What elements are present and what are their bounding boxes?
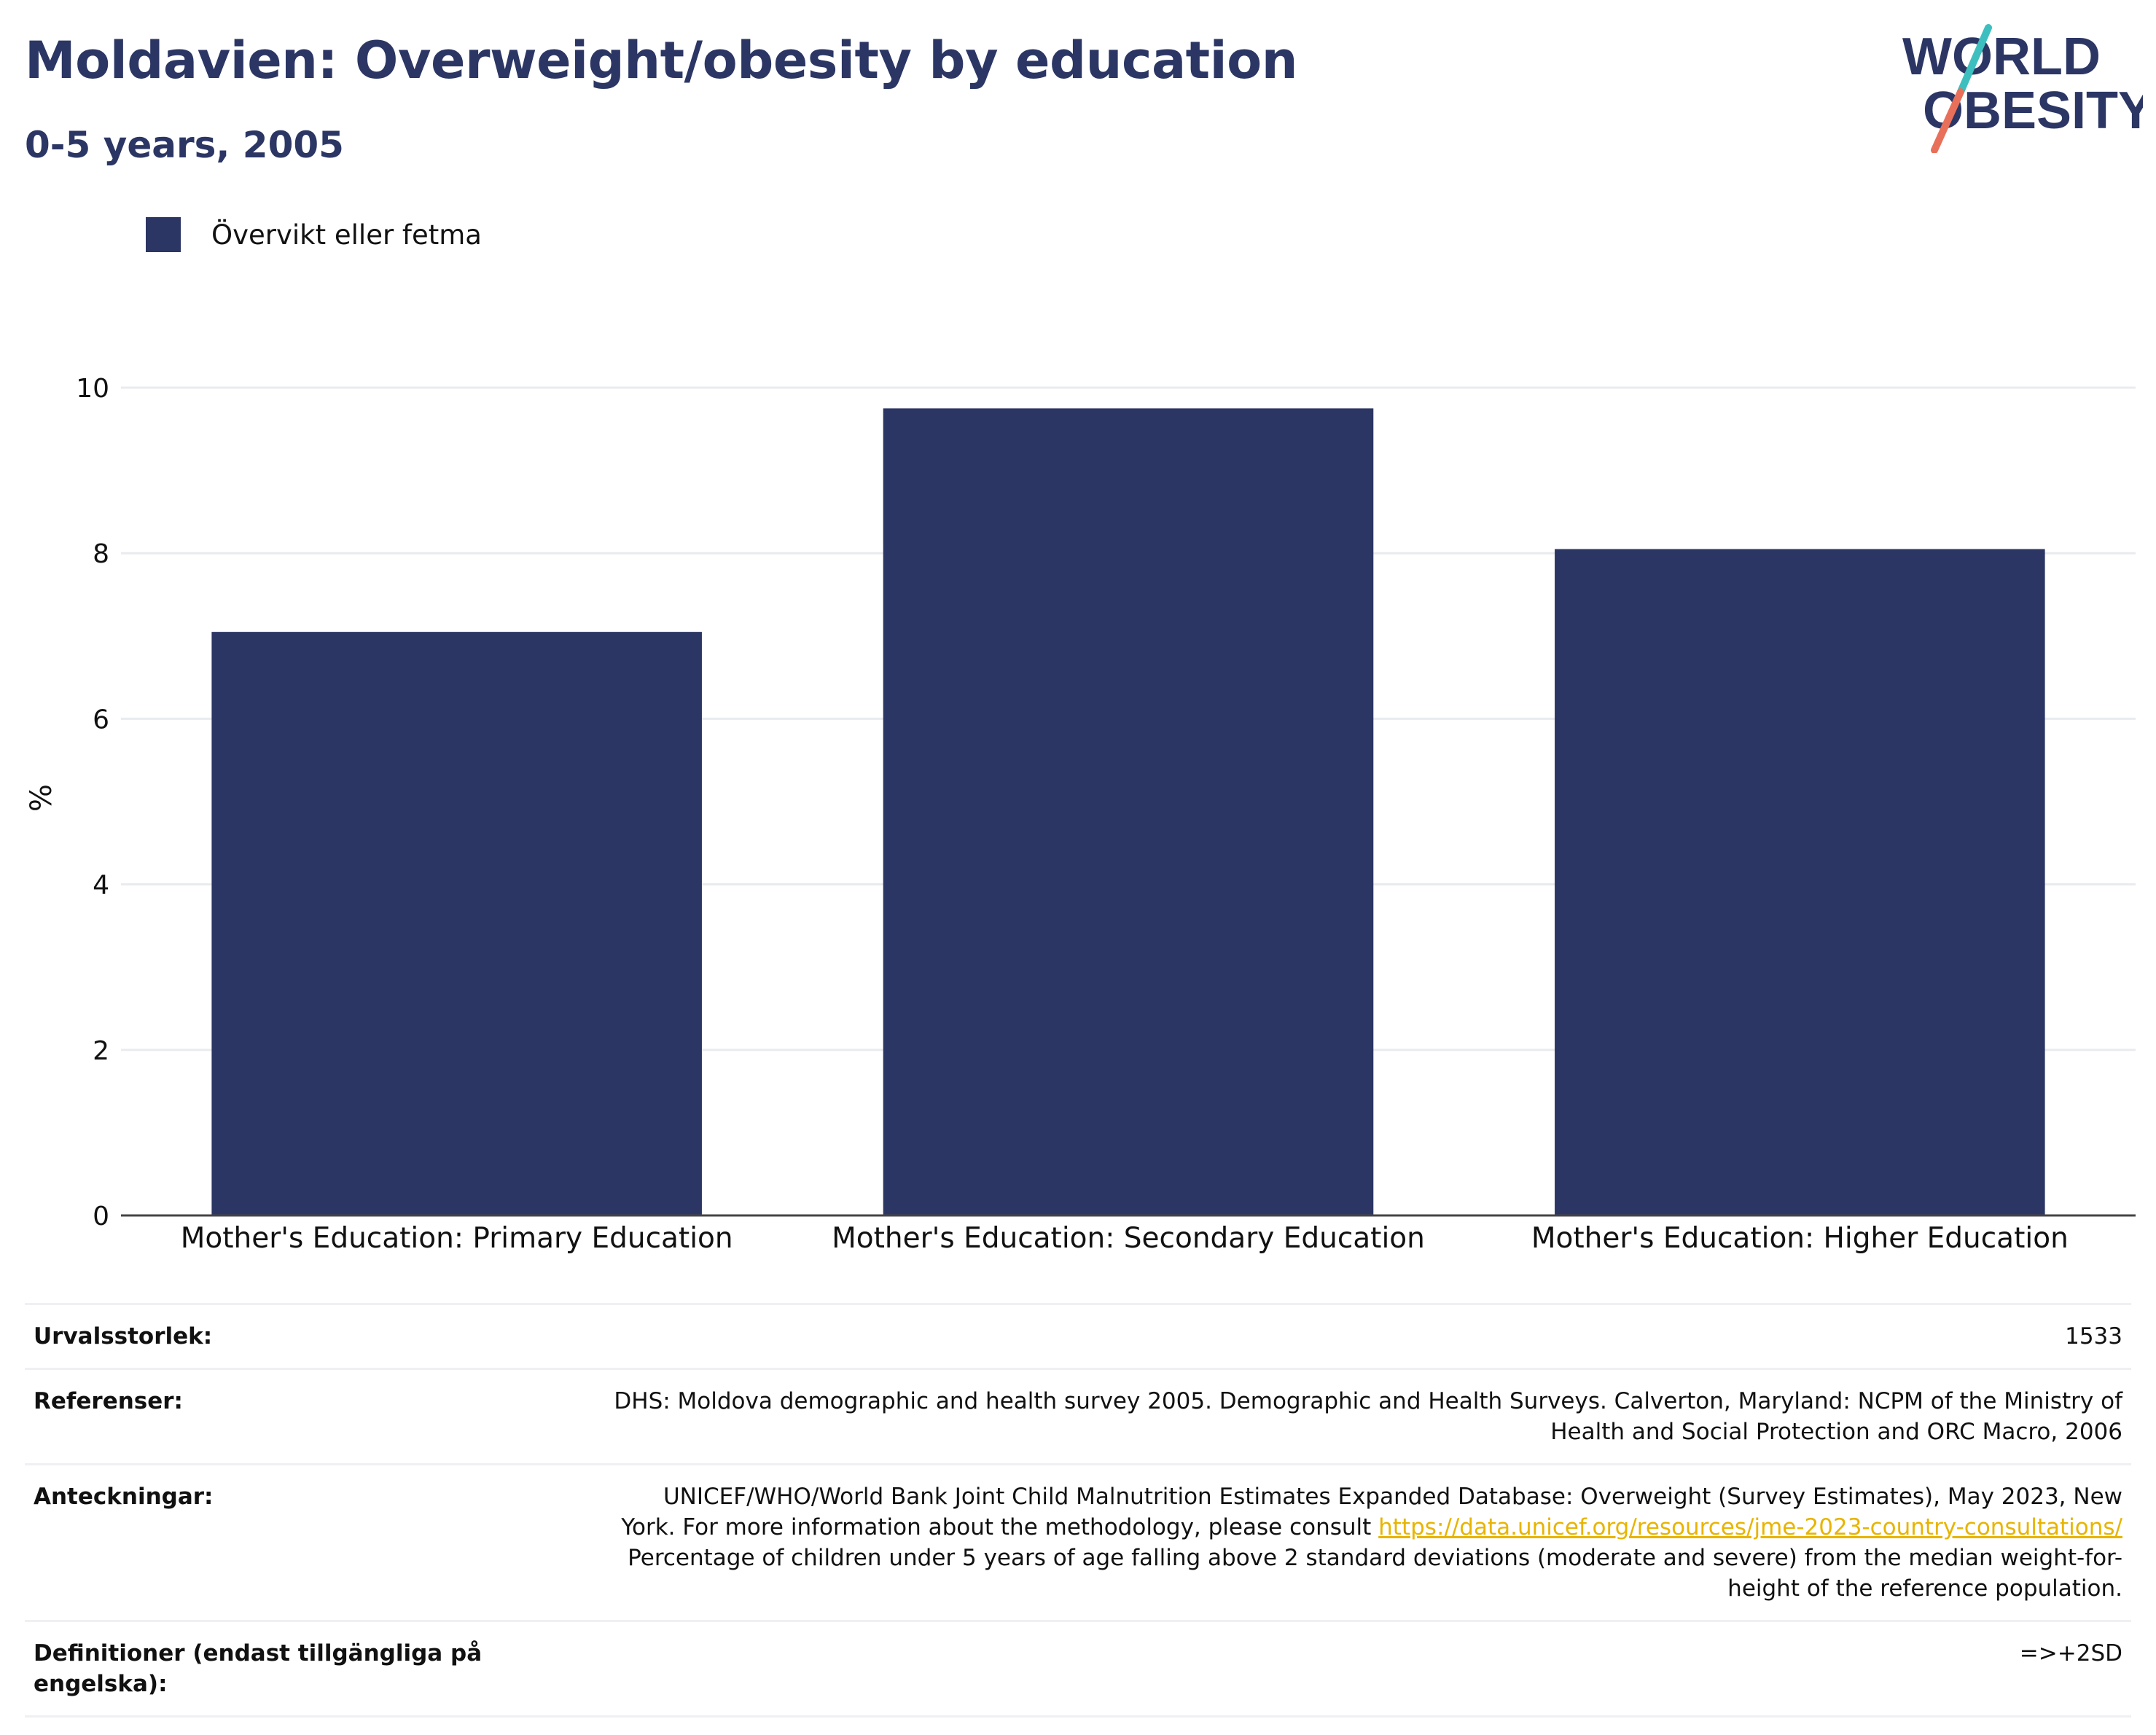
legend: Övervikt eller fetma [146,216,482,254]
sample-size-value: 1533 [509,1303,2131,1370]
row-notes: Anteckningar: UNICEF/WHO/World Bank Join… [25,1463,2131,1622]
bar[interactable] [211,632,702,1215]
bar[interactable] [883,408,1374,1215]
notes-line3: Percentage of children under 5 years of … [628,1545,2122,1571]
x-category-label: Mother's Education: Secondary Education [832,1222,1425,1255]
x-category-label: Mother's Education: Primary Education [181,1222,733,1255]
methodology-link[interactable]: https://data.unicef.org/resources/jme-20… [1378,1514,2122,1540]
legend-label: Övervikt eller fetma [211,219,482,251]
y-tick-label: 0 [93,1202,109,1231]
y-tick-label: 2 [93,1036,109,1066]
x-category-label: Mother's Education: Higher Education [1531,1222,2069,1255]
references-value: DHS: Moldova demographic and health surv… [509,1368,2131,1465]
notes-label: Anteckningar: [25,1463,509,1622]
definitions-label: Definitioner (endast tillgängliga på eng… [25,1620,509,1718]
definitions-label-line1: Definitioner (endast tillgängliga på [34,1640,483,1667]
definitions-label-line2: engelska): [34,1671,168,1697]
notes-line1: UNICEF/WHO/World Bank Joint Child Malnut… [663,1484,2122,1510]
world-obesity-logo: WORLD OBESITY [1902,24,2143,153]
bar[interactable] [1555,549,2045,1215]
y-tick-labels: 0 2 4 6 8 10 [76,374,109,1231]
y-tick-label: 6 [93,705,109,735]
x-category-labels: Mother's Education: Primary Education Mot… [181,1222,2069,1255]
notes-value: UNICEF/WHO/World Bank Joint Child Malnut… [509,1463,2131,1622]
chart-title: Moldavien: Overweight/obesity by educati… [25,31,1298,90]
bars [211,408,2045,1215]
references-line1: DHS: Moldova demographic and health surv… [614,1388,2122,1414]
chart-subtitle: 0-5 years, 2005 [25,124,344,166]
row-references: Referenser: DHS: Moldova demographic and… [25,1368,2131,1465]
info-table: Urvalsstorlek: 1533 Referenser: DHS: Mol… [25,1303,2131,1718]
row-definitions: Definitioner (endast tillgängliga på eng… [25,1620,2131,1718]
y-axis-label: % [25,784,58,812]
y-tick-label: 4 [93,871,109,901]
bar-chart: 0 2 4 6 8 10 Mother's Education: Primary Educ… [25,374,2136,1255]
legend-swatch [146,217,181,252]
logo-stroke-top [1957,24,1992,95]
y-tick-label: 8 [93,539,109,569]
definitions-value: =>+2SD [509,1620,2131,1718]
references-line2: Health and Social Protection and ORC Mac… [1550,1419,2122,1445]
logo-line1: WORLD [1902,28,2101,86]
notes-line2-prefix: York. For more information about the met… [621,1514,1372,1540]
logo-stroke-bottom [1931,88,1964,153]
notes-line4: height of the reference population. [1727,1575,2122,1602]
sample-size-label: Urvalsstorlek: [25,1303,509,1370]
y-tick-label: 10 [76,374,109,404]
references-label: Referenser: [25,1368,509,1465]
row-sample-size: Urvalsstorlek: 1533 [25,1303,2131,1370]
